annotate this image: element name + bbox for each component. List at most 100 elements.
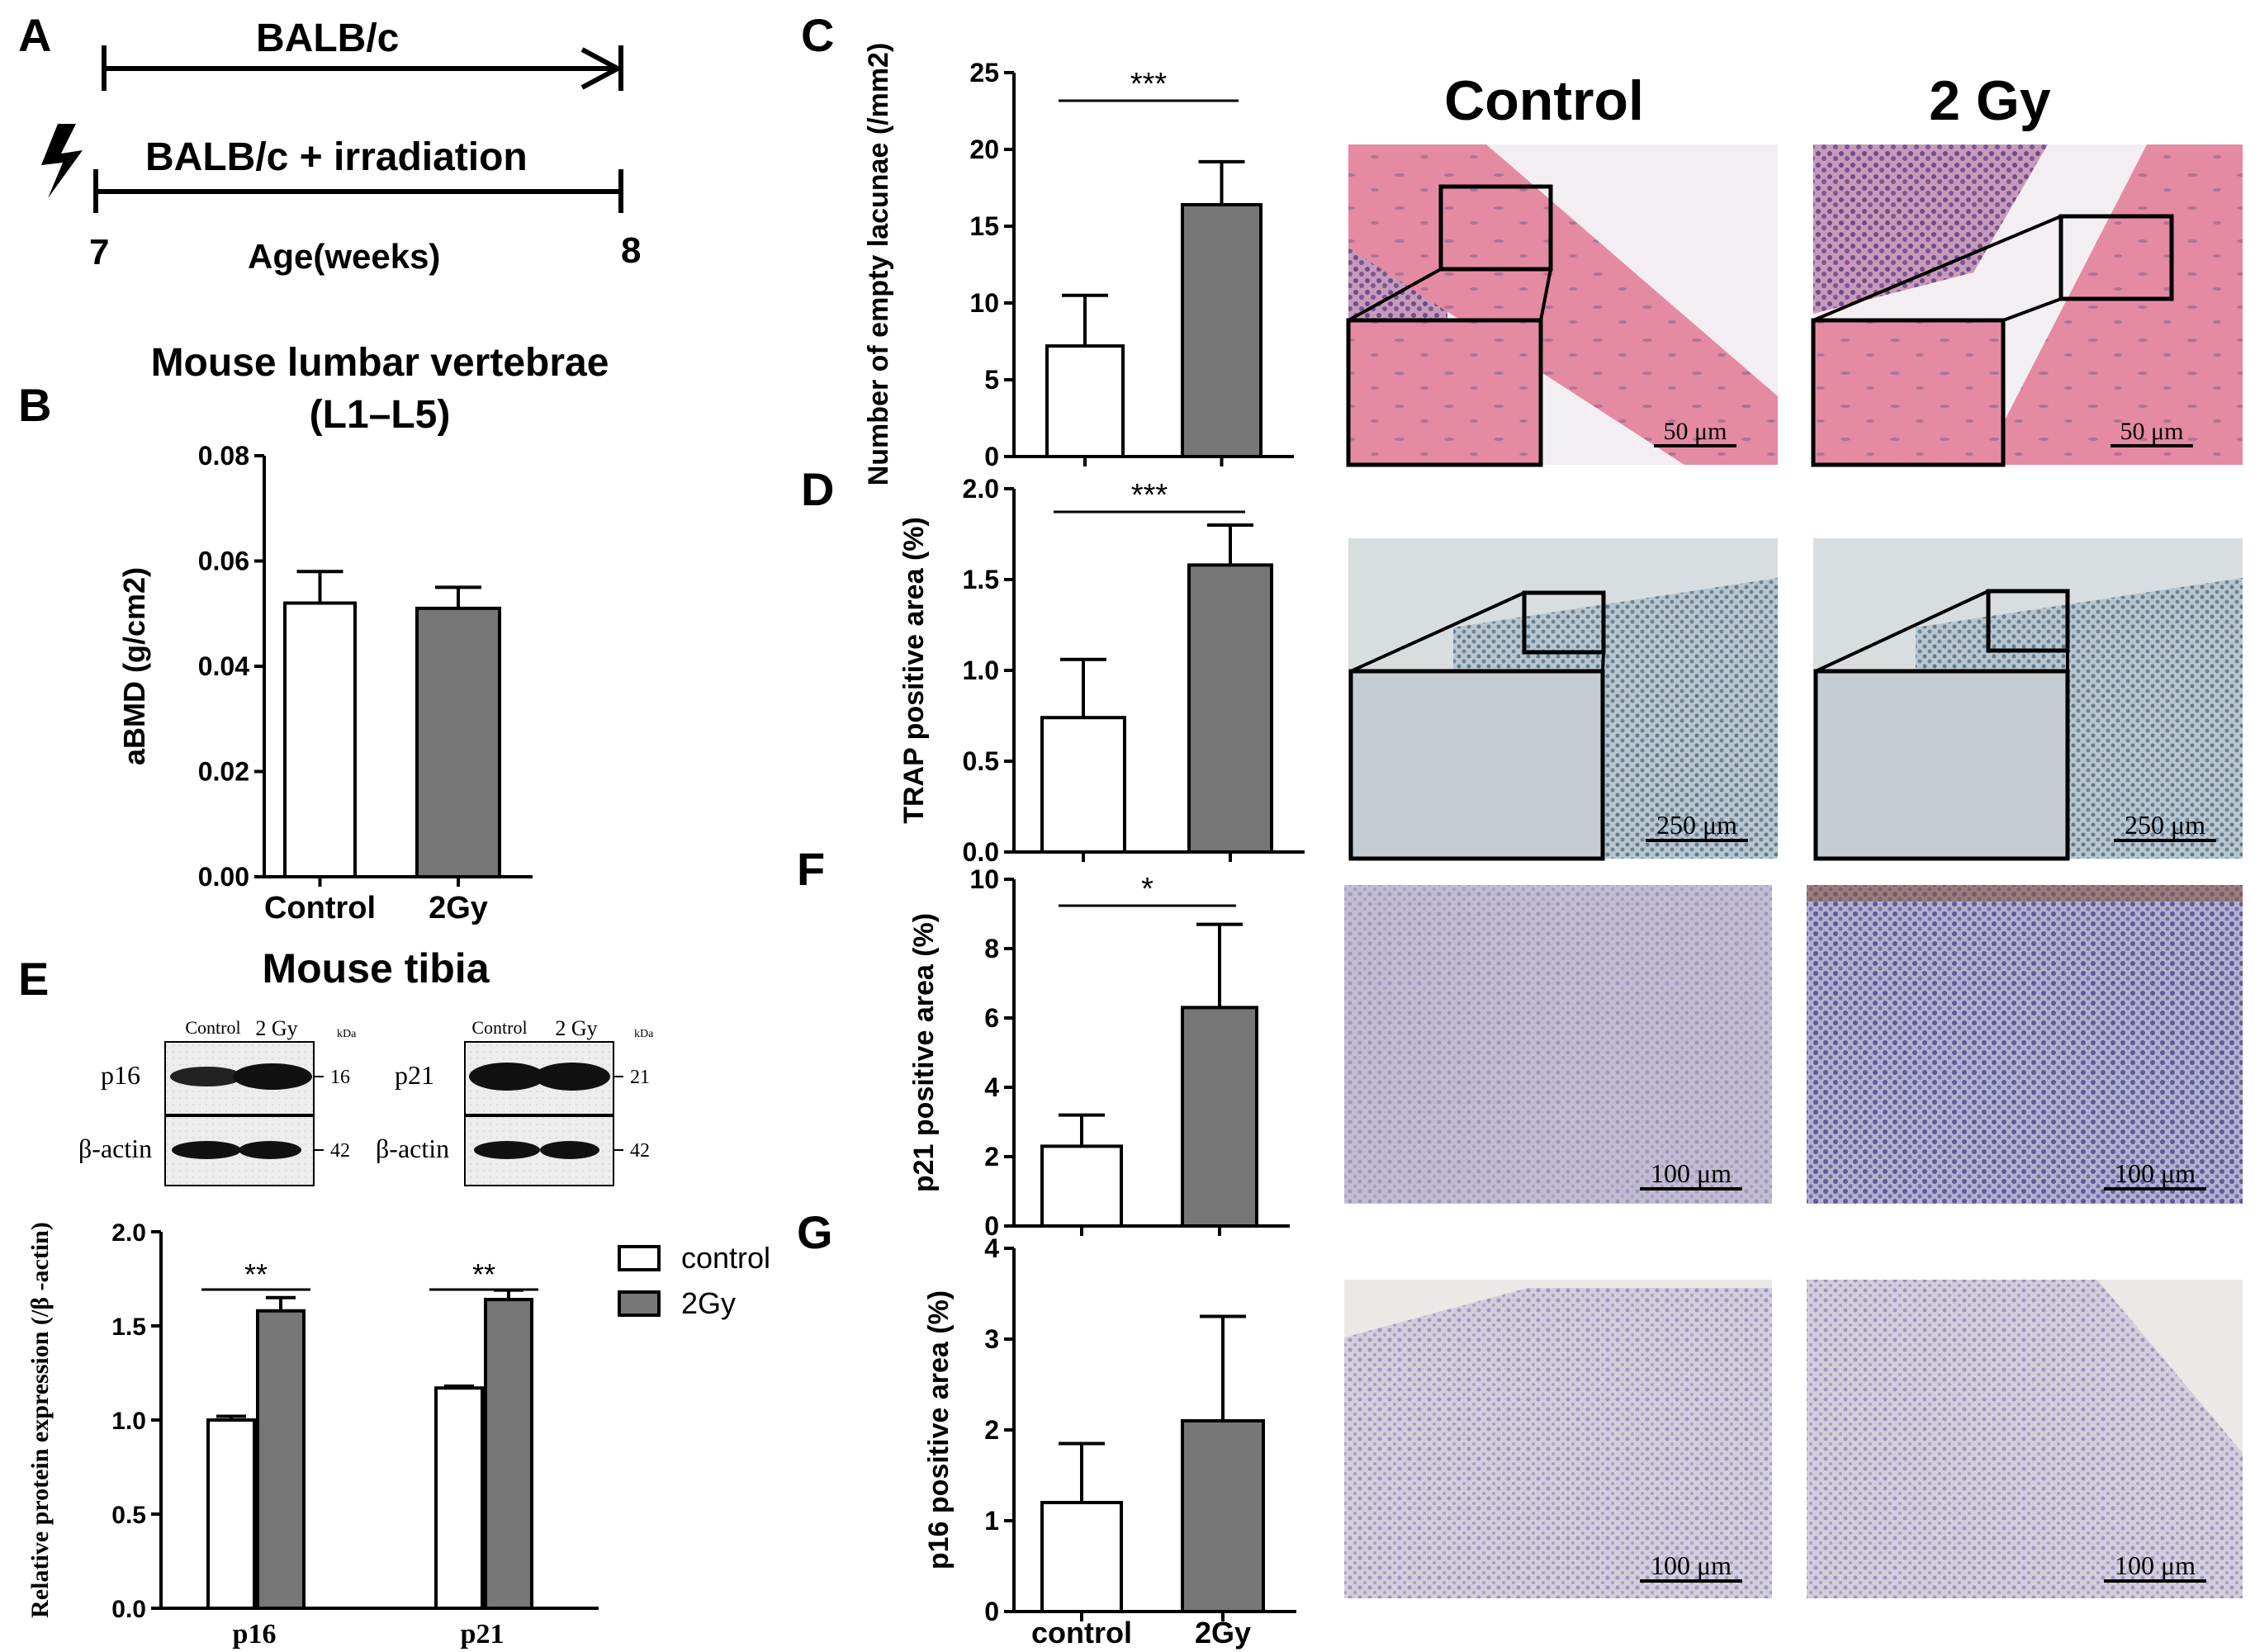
y-tick-label: 3: [984, 1324, 999, 1354]
trap-stain-control-image: 250 μm: [1348, 538, 1778, 861]
he-stain-control-image: 50 μm: [1346, 144, 1778, 467]
y-tick-label: 0.06: [198, 547, 249, 576]
column-header-control: Control: [1444, 69, 1644, 132]
bar: [1181, 1419, 1265, 1613]
scale-bar-d-control: 250 μm: [1656, 810, 1737, 840]
category-label: 2Gy: [429, 891, 488, 925]
y-tick-label: 10: [969, 288, 999, 318]
blot-right-row2-kda: 42: [630, 1140, 650, 1162]
blot-left-row1-kda: 16: [330, 1067, 350, 1088]
p21-ihc-control-image: 100 μm: [1344, 885, 1772, 1204]
y-tick-label: 0.0: [963, 837, 999, 867]
y-axis-label: Number of empty lacunae (/mm2): [863, 43, 894, 486]
chart-e: 0.0 0.5 1.0 1.5 2.0 p16 ** p21 ** control 2Gy Relat…: [26, 1219, 770, 1650]
panel-letter-b: B: [18, 379, 51, 431]
panel-letter-e: E: [18, 953, 49, 1005]
y-tick-label: 2.0: [963, 474, 999, 504]
y-tick-label: 1: [984, 1506, 999, 1536]
blot-left-lane1: Control: [185, 1017, 240, 1038]
y-tick-label: 4: [984, 1233, 999, 1263]
bar: [1181, 202, 1263, 459]
category-label: Control: [264, 891, 376, 925]
blot-right-lane1: Control: [471, 1017, 527, 1038]
timeline-row1-arrowhead: [580, 47, 623, 90]
scale-bar-c-control: 50 μm: [1664, 418, 1727, 445]
p16-ihc-2gy-image: 100 μm: [1807, 1280, 2243, 1598]
y-tick-label: 0.0: [111, 1596, 146, 1623]
significance-stars: **: [244, 1257, 268, 1291]
p16-ihc-control-image: 100 μm: [1344, 1280, 1772, 1598]
trap-stain-2gy-image: 250 μm: [1813, 538, 2243, 861]
y-tick-label: 0.08: [198, 441, 249, 471]
bar: [1181, 1006, 1258, 1228]
blot-right-row2-label: β-actin: [376, 1134, 449, 1163]
y-tick-label: 2: [984, 1142, 999, 1172]
bar: [1040, 1144, 1123, 1228]
y-tick-label: 0: [984, 442, 999, 471]
y-tick-label: 0.04: [198, 651, 249, 681]
blot-left-lane2: 2 Gy: [255, 1016, 297, 1040]
category-label: p16: [233, 1619, 277, 1650]
y-tick-label: 15: [969, 211, 999, 241]
chart-b-title-line2: (L1–L5): [310, 393, 451, 437]
panel-letter-d: D: [801, 463, 834, 515]
legend-swatch: [618, 1245, 661, 1271]
blot-right-kda: kDa: [634, 1028, 654, 1040]
significance-stars: ***: [1131, 478, 1168, 513]
y-tick-label: 5: [984, 365, 999, 395]
bar: [434, 1386, 484, 1610]
bar: [206, 1418, 256, 1610]
blot-right-row1-kda: 21: [630, 1067, 650, 1088]
y-axis-label: p21 positive area (%): [908, 913, 940, 1192]
panel-a: A BALB/c BALB/c + irradiation 7 8 Age(we…: [18, 9, 641, 276]
scale-bar-f-2gy: 100 μm: [2115, 1158, 2196, 1188]
chart-d: 0.0 0.5 1.0 1.5 2.0 *** TRAP positive area (%): [898, 474, 1305, 867]
legend-label: control: [681, 1241, 770, 1275]
p21-ihc-2gy-image: 100 μm: [1807, 885, 2243, 1204]
y-axis-label: Relative protein expression (/β -actin): [26, 1222, 54, 1618]
category-label: 2Gy: [1195, 1616, 1251, 1650]
y-tick-label: 0: [984, 1211, 999, 1241]
he-stain-2gy-image: 50 μm: [1811, 144, 2243, 467]
chart-e-title: Mouse tibia: [262, 945, 490, 992]
panel-letter-f: F: [797, 843, 825, 895]
y-tick-label: 25: [969, 58, 999, 88]
panel-c: C 0 5 10 15 20 25 *** Number of empty lacunae (…: [801, 9, 2243, 485]
y-tick-label: 1.0: [111, 1408, 146, 1435]
y-tick-label: 0.00: [198, 862, 249, 892]
y-axis-label: p16 positive area (%): [923, 1290, 955, 1569]
y-tick-label: 1.0: [963, 656, 999, 685]
y-axis-label: TRAP positive area (%): [898, 517, 930, 824]
y-tick-label: 2: [984, 1415, 999, 1445]
timeline-row1-label: BALB/c: [256, 17, 399, 60]
y-tick-label: 0.5: [111, 1502, 146, 1529]
timeline-end-label: 8: [621, 230, 641, 271]
blot-left-row2-label: β-actin: [78, 1134, 152, 1163]
bar: [415, 606, 501, 878]
chart-b-title-line1: Mouse lumbar vertebrae: [151, 341, 609, 385]
panel-letter-a: A: [18, 9, 51, 61]
bar: [1187, 563, 1273, 854]
scale-bar-c-2gy: 50 μm: [2120, 418, 2184, 445]
y-tick-label: 20: [969, 135, 999, 164]
timeline-start-label: 7: [89, 232, 109, 272]
panel-d: D 0.0 0.5 1.0 1.5 2.0 *** TRAP positive area (…: [801, 463, 2243, 867]
panel-b: B Mouse lumbar vertebrae (L1–L5) 0.00 0.0…: [18, 341, 609, 925]
legend-label: 2Gy: [681, 1286, 736, 1320]
blot-left-row1-label: p16: [101, 1060, 140, 1090]
bar: [484, 1298, 533, 1610]
panel-letter-c: C: [801, 9, 834, 61]
bar: [1045, 344, 1125, 458]
y-tick-label: 4: [984, 1072, 999, 1102]
y-tick-label: 2.0: [111, 1219, 146, 1247]
panel-f: F 0 2 4 6 8 10 * p21 positive area (%) 100 μm 1…: [797, 843, 2243, 1241]
scale-bar-g-control: 100 μm: [1651, 1550, 1732, 1580]
category-label: control: [1031, 1616, 1132, 1650]
blot-right-row1-label: p21: [395, 1060, 434, 1090]
chart-g: 0 1 2 3 4 control 2Gy p16 positive area (%): [923, 1233, 1296, 1650]
bar: [283, 601, 357, 878]
y-tick-label: 0: [984, 1597, 999, 1626]
bar: [1040, 1501, 1123, 1613]
scale-bar-g-2gy: 100 μm: [2115, 1550, 2196, 1580]
